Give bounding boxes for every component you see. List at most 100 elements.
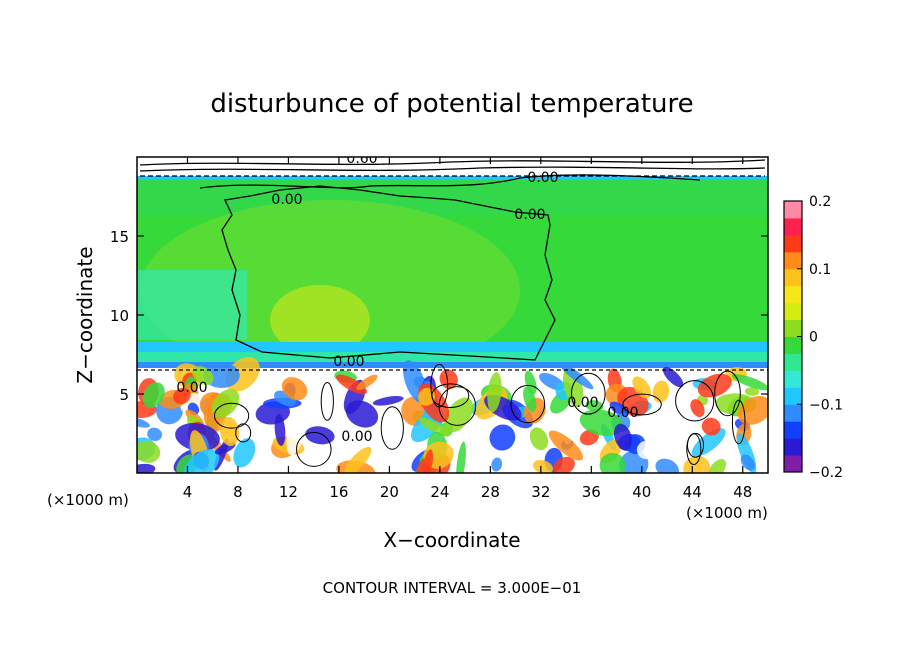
boundary-contour <box>296 431 332 467</box>
turbulence-blob <box>632 376 652 399</box>
inversion-band-2 <box>137 352 768 362</box>
colorbar-swatch <box>784 268 802 287</box>
x-tick-label: 32 <box>531 483 550 501</box>
contour-label: 0.00 <box>271 192 302 208</box>
turbulence-blob <box>147 427 163 442</box>
turbulence-blob <box>523 386 537 412</box>
left-cool-region <box>137 270 247 340</box>
x-tick-label: 20 <box>380 483 399 501</box>
x-tick-label: 48 <box>733 483 752 501</box>
top-layer <box>137 157 768 177</box>
x-tick-label: 40 <box>632 483 651 501</box>
colorbar-swatch <box>784 421 802 439</box>
top-contour-1 <box>139 159 766 166</box>
turbulence-blob <box>599 452 626 473</box>
turbulence-blob <box>137 440 161 463</box>
turbulence-blob <box>585 400 604 412</box>
colorbar-swatch <box>784 251 802 270</box>
contour-label: 0.60 <box>346 151 377 167</box>
x-tick-label: 8 <box>233 483 243 501</box>
boundary-contour <box>675 380 715 422</box>
turbulence-blob <box>421 449 434 473</box>
colorbar-tick-label: 0 <box>809 330 818 346</box>
colorbar-tick-label: −0.2 <box>809 465 843 481</box>
contour-label: 0.00 <box>527 170 558 186</box>
colorbar-swatch <box>784 353 802 371</box>
chart-title: disturbunce of potential temperature <box>210 89 693 119</box>
colorbar-swatch <box>784 387 802 405</box>
colorbar-swatch <box>784 455 802 473</box>
boundary-contour <box>214 402 250 429</box>
turbulence-blob <box>345 400 379 428</box>
turbulence-blob <box>731 374 768 391</box>
contour-lines <box>137 159 768 371</box>
turbulence-blob <box>740 454 756 471</box>
zero-contour-main <box>221 185 556 361</box>
inversion-band-3 <box>137 362 768 368</box>
turbulence-blob <box>529 427 549 451</box>
x-unit-right: (×1000 m) <box>686 504 768 522</box>
turbulence-blob <box>220 416 240 447</box>
zero-contour-top <box>199 174 701 189</box>
turbulence-blob <box>456 441 466 473</box>
turbulence-blob <box>369 449 406 472</box>
turbulence-blob <box>482 417 499 427</box>
boundary-contour <box>571 372 606 415</box>
x-tick-label: 36 <box>582 483 601 501</box>
boundary-contour <box>714 370 741 417</box>
contour-label: 0.00 <box>176 380 207 396</box>
top-contour-2 <box>139 166 766 172</box>
contour-label: 0.00 <box>607 405 638 421</box>
turbulence-blob <box>142 382 165 408</box>
colorbar-swatch <box>784 404 802 422</box>
colorbar-swatch <box>784 201 802 219</box>
colorbar-swatch <box>784 370 802 388</box>
top-cool-strip <box>137 176 768 180</box>
turbulence-blob <box>372 396 404 406</box>
contour-label: 0.00 <box>567 395 598 411</box>
turbulence-blob <box>708 459 727 473</box>
colorbar-swatch <box>784 302 802 321</box>
turbulence-blob <box>137 463 156 473</box>
colorbar-swatch <box>784 319 802 337</box>
boundary-contour <box>380 406 404 450</box>
colorbar-tick-label: 0.2 <box>809 194 831 210</box>
x-tick-label: 44 <box>683 483 702 501</box>
turbulence-blob <box>655 458 679 473</box>
boundary-contour <box>438 386 477 426</box>
boundary-contour <box>687 432 704 458</box>
turbulence-blob <box>491 457 503 472</box>
colorbar-swatch <box>784 336 802 354</box>
turbulence-blob <box>211 389 240 418</box>
colorbar-swatch <box>784 438 802 456</box>
colorbar-swatch <box>784 234 802 253</box>
turbulence-blob <box>697 373 732 398</box>
turbulence-blob <box>347 425 374 454</box>
turbulence-blob <box>183 449 220 473</box>
turbulence-blob <box>356 374 378 391</box>
boundary-contour <box>622 393 662 416</box>
colorbar-tick-label: −0.1 <box>809 397 843 413</box>
contour-label: 0.00 <box>341 429 372 445</box>
turbulence-blobs <box>137 357 768 473</box>
turbulence-blob <box>548 430 584 461</box>
boundary-contour <box>235 423 252 443</box>
y-axis-label: Z−coordinate <box>73 246 97 383</box>
turbulence-blob <box>305 426 335 445</box>
turbulence-blob <box>304 398 318 420</box>
colorbar-swatch <box>784 217 802 236</box>
turbulence-blob <box>613 423 632 451</box>
turbulence-blob <box>553 456 575 473</box>
contour-interval-footer: CONTOUR INTERVAL = 3.000E−01 <box>323 579 582 597</box>
y-tick-label: 10 <box>110 307 129 325</box>
colorbar: 0.2 0.1 0 −0.1 −0.2 <box>783 194 843 481</box>
turbulence-blob <box>173 387 191 405</box>
turbulence-blob <box>737 395 768 425</box>
y-axis-ticks: 5 10 15 <box>110 228 768 404</box>
turbulence-blob <box>489 424 516 451</box>
turbulence-blob <box>286 410 306 455</box>
y-tick-label: 15 <box>110 228 129 246</box>
turbulence-blob <box>609 401 628 416</box>
contour-label: 0.00 <box>514 207 545 223</box>
